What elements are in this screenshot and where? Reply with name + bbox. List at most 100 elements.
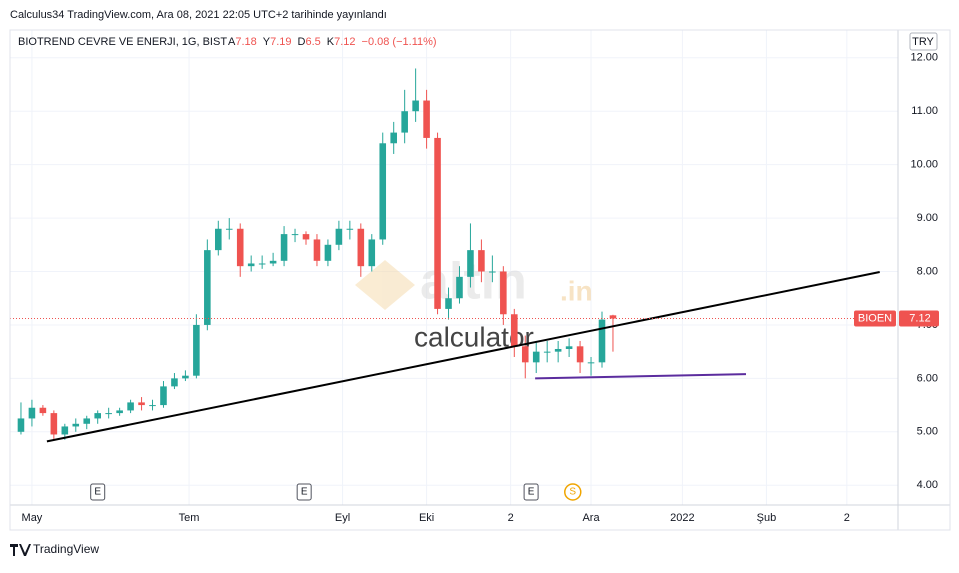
y-tick-label: 9.00 <box>917 212 938 224</box>
candle-body <box>379 143 387 240</box>
event-label: S <box>569 487 576 498</box>
candle-body <box>368 239 376 267</box>
candle-body <box>258 263 266 265</box>
ohlc-value: 6.5 <box>305 36 320 48</box>
price-label: 7.12 <box>909 312 930 324</box>
x-tick-label: Eki <box>419 512 434 524</box>
candle-body <box>215 228 222 251</box>
candle-body <box>247 263 255 267</box>
candle-body <box>127 402 134 411</box>
candle-body <box>598 319 606 363</box>
candle-body <box>149 405 156 407</box>
candle-body <box>138 402 145 406</box>
candle-body <box>609 315 617 319</box>
candle-body <box>576 346 584 363</box>
candle-body <box>478 250 485 272</box>
ohlc-value: 7.19 <box>270 36 291 48</box>
y-tick-label: 12.00 <box>910 52 938 64</box>
candle-body <box>302 234 310 240</box>
legend-title: BIOTREND CEVRE VE ENERJI, 1G, BIST <box>18 36 227 48</box>
x-tick-label: 2 <box>508 512 514 524</box>
y-tick-label: 11.00 <box>911 105 938 117</box>
watermark-icon <box>355 260 415 310</box>
x-tick-label: Eyl <box>335 512 350 524</box>
candle-body <box>412 100 419 112</box>
candle-body <box>313 239 321 261</box>
currency-box <box>909 32 938 51</box>
event-marker <box>564 483 582 501</box>
x-tick-label: Tem <box>179 512 200 524</box>
x-tick-label: 2 <box>844 512 850 524</box>
x-tick-label: Şub <box>757 512 777 524</box>
ohlc-value: 7.18 <box>235 36 256 48</box>
event-label: E <box>528 487 535 498</box>
event-marker <box>90 483 106 501</box>
candle-body <box>116 410 123 414</box>
watermark-text: .in <box>560 275 593 306</box>
x-tick-label: Ara <box>582 512 600 524</box>
candle-body <box>280 234 288 261</box>
brand: TradingView <box>33 542 99 556</box>
candle-body <box>521 346 529 363</box>
candle-body <box>532 351 540 363</box>
candle-body <box>357 228 365 267</box>
candle-body <box>423 100 430 138</box>
candle-body <box>401 111 408 133</box>
candle-body <box>225 228 233 230</box>
event-marker <box>523 483 539 501</box>
candle-body <box>467 250 474 277</box>
candle-body <box>193 324 200 376</box>
candle-body <box>269 260 277 264</box>
event-label: E <box>94 487 101 498</box>
y-tick-label: 6.00 <box>917 372 938 384</box>
frame <box>9 29 951 531</box>
symbol-tag <box>854 310 896 327</box>
candle-body <box>171 378 178 387</box>
candle-body <box>587 362 595 364</box>
candle-body <box>83 418 91 424</box>
price-tag <box>899 310 939 327</box>
candle-body <box>335 228 343 245</box>
candle-body <box>456 276 463 299</box>
candle-body <box>39 407 47 414</box>
trend-line <box>46 271 880 443</box>
candle-body <box>511 314 518 347</box>
symbol-label: BIOEN <box>858 312 892 324</box>
ohlc-label: D <box>298 36 306 48</box>
ohlc-label: Y <box>263 36 271 48</box>
candle-body <box>94 413 101 419</box>
tv-logo <box>10 544 31 556</box>
currency: TRY <box>912 36 934 48</box>
change: −0.08 (−1.11%) <box>362 36 437 48</box>
candle-body <box>324 244 332 261</box>
x-tick-label: May <box>22 512 43 524</box>
candle-body <box>500 271 507 315</box>
y-tick-label: 10.00 <box>910 159 938 171</box>
trend-line <box>535 373 747 380</box>
candle-body <box>489 271 496 273</box>
candle-body <box>61 426 69 435</box>
candle-body <box>445 298 452 309</box>
candle-body <box>543 351 551 353</box>
ohlc-value: 7.12 <box>334 36 355 48</box>
event-marker <box>296 483 312 501</box>
x-tick-label: 2022 <box>670 512 694 524</box>
candle-body <box>346 228 354 230</box>
candle-body <box>204 250 211 325</box>
published-note: Calculus34 TradingView.com, Ara 08, 2021… <box>10 9 387 21</box>
candle-body <box>160 386 167 406</box>
ohlc-legend: A7.18 Y7.19 D6.5 K7.12 −0.08 (−1.11%) <box>228 36 437 48</box>
ohlc-label: A <box>228 36 236 48</box>
candle-body <box>390 132 397 144</box>
candle-body <box>565 346 573 349</box>
candle-body <box>182 375 189 379</box>
candle-body <box>105 413 112 415</box>
y-tick-label: 5.00 <box>917 426 938 438</box>
candle-body <box>72 423 80 427</box>
candle-body <box>291 234 299 236</box>
y-tick-label: 4.00 <box>917 479 938 491</box>
